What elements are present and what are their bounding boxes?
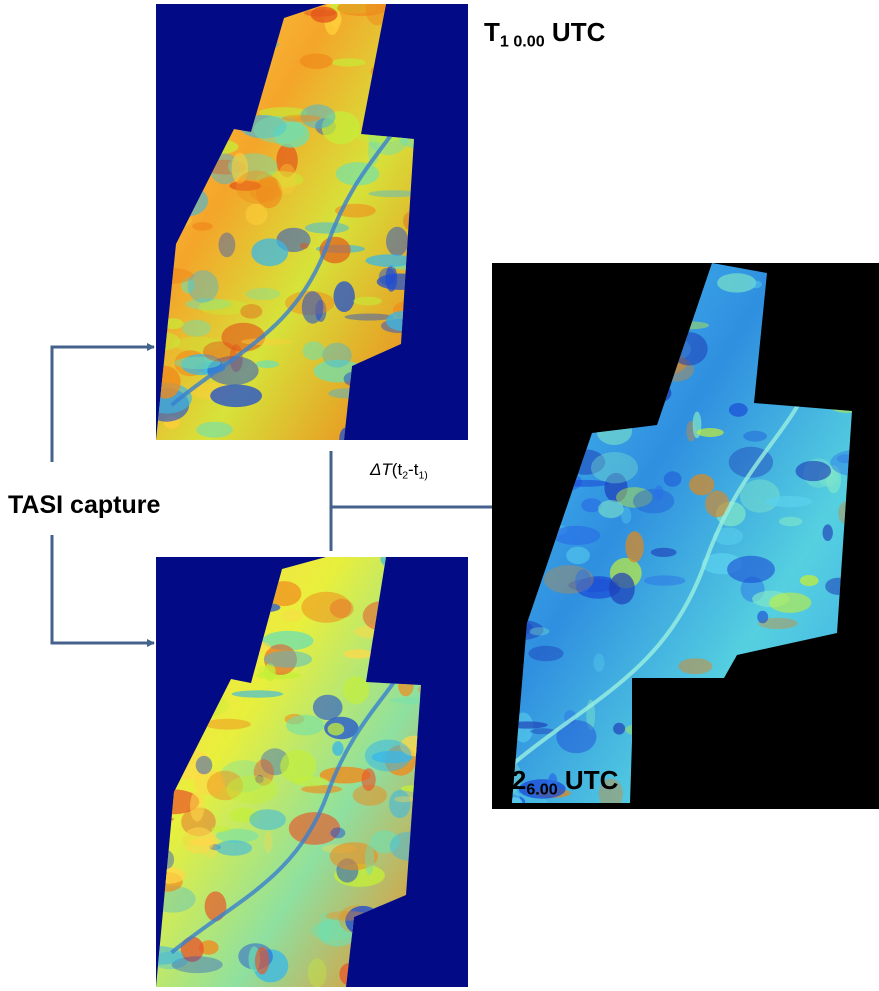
arrow-to-t1 [50,343,155,462]
difference-image [492,263,879,809]
label-delta-t: ΔT(t2-t1) [370,460,428,482]
label-t2: T26.00 UTC [496,765,619,799]
thermal-image-t1 [156,4,468,440]
thermal-image-t2 [156,557,468,987]
thermal-map-t2 [156,557,421,987]
arrow-to-t2 [50,535,155,647]
label-t1: T1 0.00 UTC [484,17,606,51]
label-tasi-capture: TASI capture [8,491,161,519]
thermal-difference-map [512,263,852,803]
thermal-map-t1 [156,4,414,440]
